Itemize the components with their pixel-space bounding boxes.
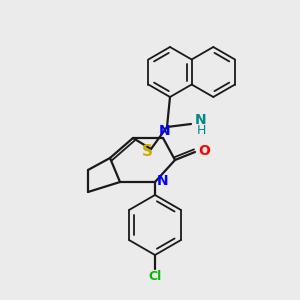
Text: N: N — [159, 124, 171, 138]
Text: S: S — [142, 145, 152, 160]
Text: H: H — [196, 124, 206, 137]
Text: N: N — [195, 113, 207, 127]
Text: Cl: Cl — [148, 269, 162, 283]
Text: O: O — [198, 144, 210, 158]
Text: N: N — [157, 174, 169, 188]
